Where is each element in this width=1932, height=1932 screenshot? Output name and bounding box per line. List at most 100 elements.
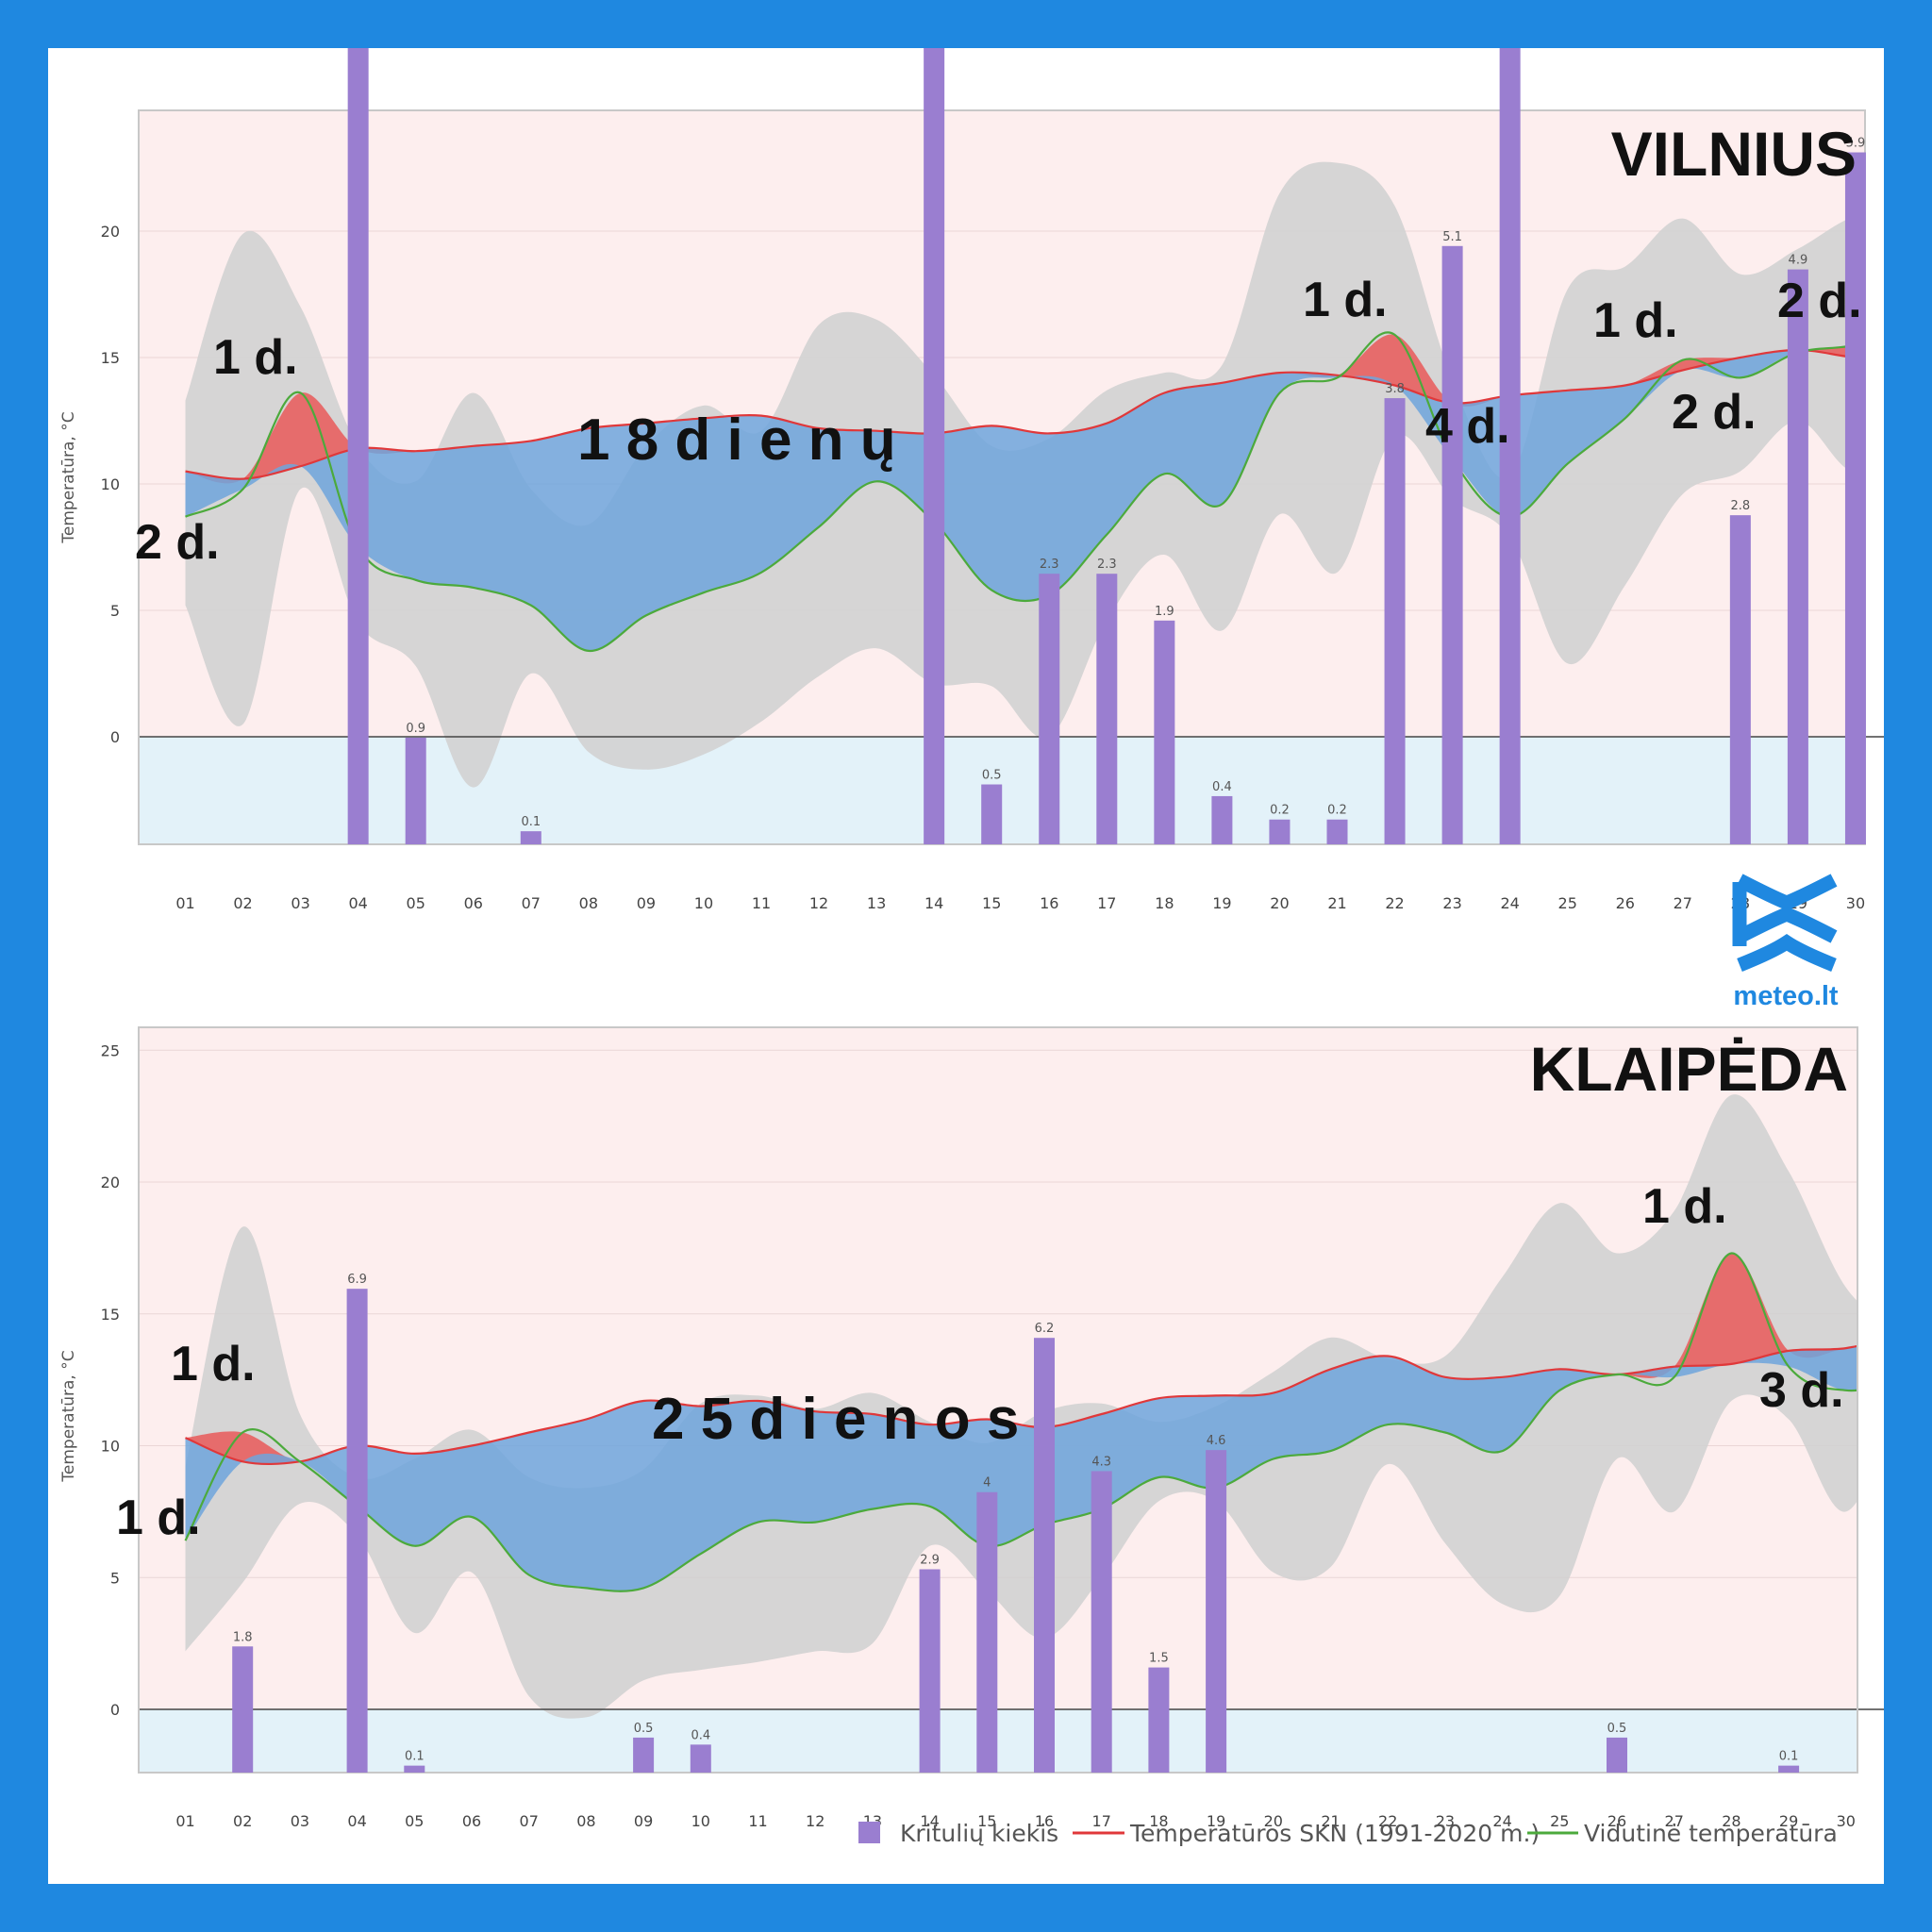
legend-item-norm[interactable]: Temperatūros SKN (1991-2020 m.) bbox=[1073, 1820, 1540, 1847]
precip-bar[interactable] bbox=[976, 1491, 998, 1773]
city-title: KLAIPĖDA bbox=[1530, 1034, 1848, 1104]
precip-bar[interactable] bbox=[1148, 1667, 1170, 1773]
annotation-main: 1 8 d i e n ų bbox=[577, 408, 896, 473]
x-tick-label: 08 bbox=[576, 1812, 595, 1830]
y-tick-label: 20 bbox=[101, 223, 120, 241]
plot-frame bbox=[138, 1026, 1858, 1774]
x-tick-label: 05 bbox=[407, 894, 425, 912]
wave-logo-icon bbox=[1732, 874, 1838, 972]
x-tick-label: 06 bbox=[462, 1812, 481, 1830]
x-tick-label: 19 bbox=[1207, 1812, 1225, 1830]
annotation: 2 d. bbox=[1672, 385, 1757, 440]
below-norm-area bbox=[185, 1345, 1857, 1591]
city-title: VILNIUS bbox=[1611, 119, 1857, 189]
x-tick-label: 05 bbox=[405, 1812, 424, 1830]
precipitation-bars[interactable]: 90.90.115.90.52.32.31.90.40.20.23.85.118… bbox=[347, 48, 1884, 845]
x-tick-label: 14 bbox=[924, 894, 943, 912]
precip-value-label: 0.2 bbox=[1270, 804, 1290, 818]
precip-bar[interactable] bbox=[981, 784, 1003, 844]
annotation: 1 d. bbox=[1303, 273, 1388, 327]
x-tick-label: 15 bbox=[982, 894, 1001, 912]
brand-name: meteo.lt bbox=[1733, 981, 1839, 1011]
x-tick-label: 29 bbox=[1779, 1812, 1798, 1830]
legend-label: Kritulių kiekis bbox=[900, 1820, 1058, 1847]
x-tick-label: 04 bbox=[347, 1812, 366, 1830]
annotation: 1 d. bbox=[1642, 1179, 1727, 1234]
precip-value-label: 0.5 bbox=[982, 769, 1002, 783]
precip-value-label: 0.5 bbox=[1607, 1722, 1627, 1736]
x-tick-label: 14 bbox=[920, 1812, 939, 1830]
x-tick-label: 06 bbox=[464, 894, 483, 912]
precip-bar[interactable] bbox=[1154, 620, 1175, 844]
x-tick-label: 03 bbox=[291, 1812, 309, 1830]
precip-bar[interactable] bbox=[1211, 795, 1233, 844]
precip-bar[interactable] bbox=[1034, 1338, 1055, 1773]
precip-bar[interactable] bbox=[232, 1646, 254, 1773]
annotation: 2 d. bbox=[135, 515, 220, 570]
precip-bar[interactable] bbox=[924, 48, 945, 844]
precip-bar[interactable] bbox=[1787, 269, 1808, 844]
precip-value-label: 5.1 bbox=[1442, 230, 1462, 244]
x-tick-label: 20 bbox=[1270, 894, 1289, 912]
precip-bar[interactable] bbox=[346, 1289, 368, 1773]
x-tick-label: 10 bbox=[691, 1812, 710, 1830]
precip-value-label: 4 bbox=[983, 1476, 991, 1491]
precip-bar[interactable] bbox=[1441, 245, 1463, 844]
x-tick-label: 18 bbox=[1149, 1812, 1168, 1830]
x-tick-label: 21 bbox=[1327, 894, 1346, 912]
annotation-main: 2 5 d i e n o s bbox=[652, 1387, 1019, 1452]
precip-bar[interactable] bbox=[1039, 574, 1060, 844]
y-tick-label: 15 bbox=[101, 1306, 120, 1324]
precip-bar[interactable] bbox=[1844, 152, 1866, 845]
y-tick-label: 5 bbox=[110, 602, 120, 620]
precip-value-label: 4.6 bbox=[1207, 1434, 1226, 1448]
precip-bar[interactable] bbox=[1206, 1450, 1227, 1773]
chart-klaipeda: 1.86.90.10.50.42.946.24.31.54.60.50.10.1… bbox=[59, 1026, 1884, 1830]
x-tick-label: 26 bbox=[1616, 894, 1635, 912]
precip-bar[interactable] bbox=[633, 1737, 655, 1773]
precip-value-label: 0.2 bbox=[1327, 804, 1347, 818]
x-tick-label: 08 bbox=[579, 894, 598, 912]
chart-panel: 90.90.115.90.52.32.31.90.40.20.23.85.118… bbox=[48, 48, 1884, 1884]
x-tick-label: 26 bbox=[1607, 1812, 1626, 1830]
precip-bar[interactable] bbox=[1269, 819, 1291, 844]
x-tick-label: 25 bbox=[1558, 894, 1577, 912]
precip-bar[interactable] bbox=[405, 737, 426, 844]
precip-value-label: 3.8 bbox=[1385, 382, 1405, 396]
x-tick-label: 18 bbox=[1155, 894, 1174, 912]
meteo-logo[interactable]: meteo.lt bbox=[1732, 874, 1839, 1011]
chart-figure: 90.90.115.90.52.32.31.90.40.20.23.85.118… bbox=[59, 48, 1884, 1847]
precip-bar[interactable] bbox=[1091, 1471, 1112, 1773]
x-tick-label: 02 bbox=[233, 1812, 252, 1830]
annotation: 1 d. bbox=[116, 1491, 201, 1545]
precip-bar[interactable] bbox=[1096, 574, 1118, 844]
precip-bar[interactable] bbox=[1499, 48, 1521, 844]
legend-item-precip[interactable]: Kritulių kiekis bbox=[858, 1820, 1058, 1847]
y-tick-label: 25 bbox=[101, 1041, 120, 1059]
x-tick-label: 27 bbox=[1665, 1812, 1684, 1830]
annotation: 2 d. bbox=[1777, 274, 1862, 328]
annotation: 3 d. bbox=[1759, 1363, 1844, 1418]
precip-bar[interactable] bbox=[1384, 398, 1406, 844]
legend-item-avg[interactable]: Vidutinė temperatūra bbox=[1527, 1820, 1838, 1847]
x-tick-label: 27 bbox=[1674, 894, 1692, 912]
precipitation-bars[interactable]: 1.86.90.10.50.42.946.24.31.54.60.50.10.1 bbox=[232, 1273, 1884, 1773]
precip-bar[interactable] bbox=[1729, 515, 1751, 844]
precip-bar[interactable] bbox=[520, 831, 541, 844]
x-tick-label: 30 bbox=[1837, 1812, 1856, 1830]
precip-value-label: 1.5 bbox=[1149, 1652, 1169, 1666]
precip-value-label: 4.3 bbox=[1091, 1455, 1111, 1469]
x-tick-label: 17 bbox=[1097, 894, 1116, 912]
precip-value-label: 0.1 bbox=[405, 1750, 425, 1764]
x-axis-ticks: 01 02 03 04 05 06 07 08 09 10 11 12 13 14 15 16 17 18 19 20… bbox=[175, 1812, 1856, 1830]
precip-bar[interactable] bbox=[347, 48, 369, 845]
precip-bar[interactable] bbox=[919, 1569, 941, 1773]
y-tick-label: 5 bbox=[110, 1569, 120, 1587]
precip-bar[interactable] bbox=[1607, 1737, 1627, 1773]
x-tick-label: 22 bbox=[1385, 894, 1404, 912]
precip-bar[interactable] bbox=[1778, 1765, 1800, 1773]
precip-bar[interactable] bbox=[690, 1744, 711, 1773]
x-tick-label: 23 bbox=[1436, 1812, 1455, 1830]
precip-bar[interactable] bbox=[1326, 819, 1348, 844]
precip-bar[interactable] bbox=[404, 1765, 425, 1773]
